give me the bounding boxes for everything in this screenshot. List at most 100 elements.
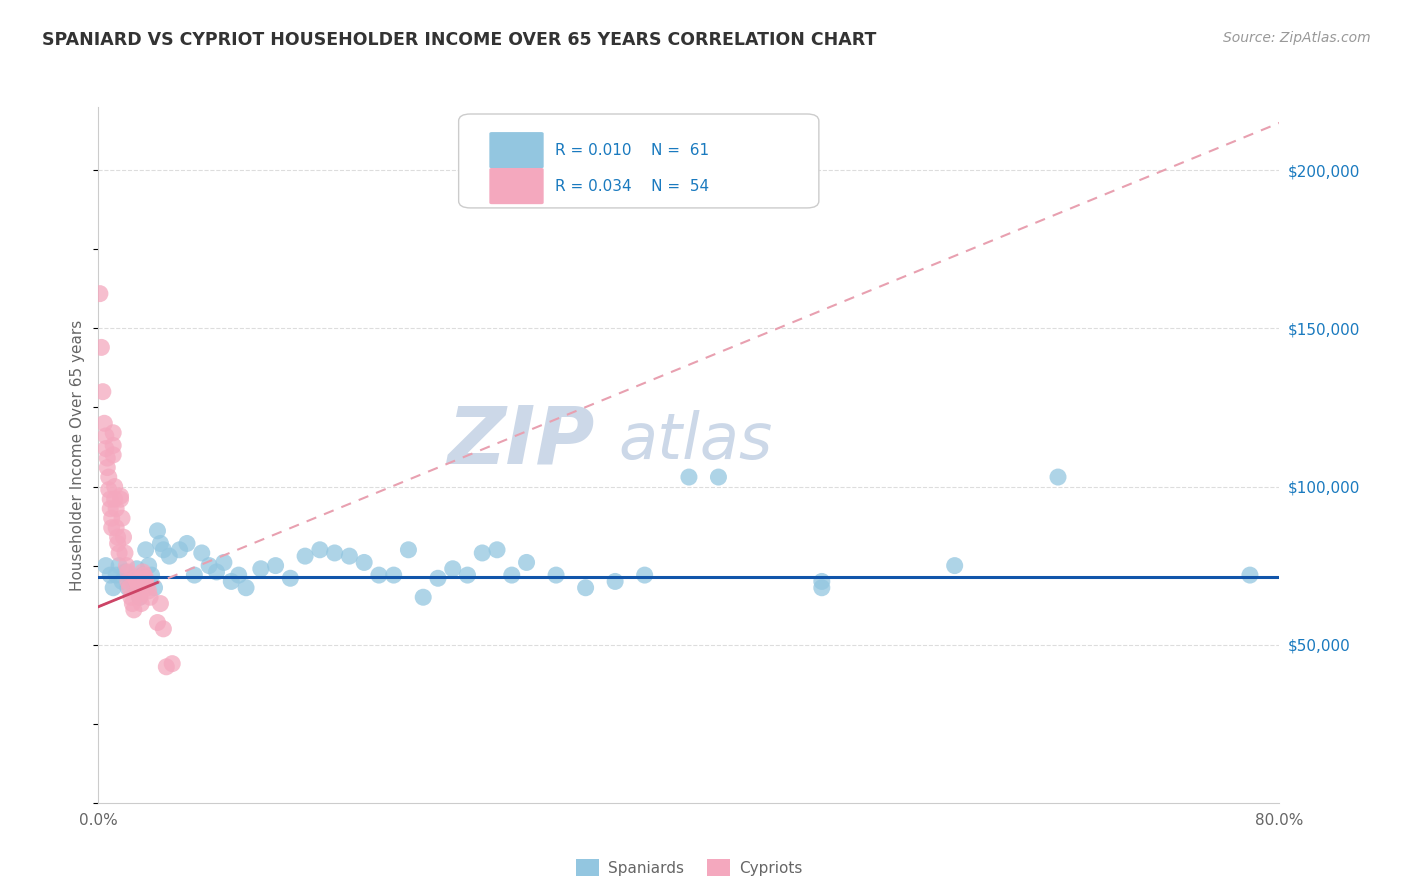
Point bbox=[323, 546, 346, 560]
Point bbox=[94, 558, 117, 573]
Point bbox=[139, 591, 162, 605]
Point bbox=[110, 492, 132, 507]
Point bbox=[605, 574, 627, 589]
Point bbox=[117, 565, 139, 579]
Point bbox=[138, 583, 160, 598]
Point bbox=[105, 568, 128, 582]
Point bbox=[152, 622, 174, 636]
Point bbox=[91, 384, 114, 399]
Point bbox=[228, 568, 250, 582]
Point bbox=[294, 549, 316, 563]
Point bbox=[132, 568, 155, 582]
Point bbox=[120, 591, 142, 605]
Point bbox=[339, 549, 360, 563]
Point bbox=[149, 536, 172, 550]
Point bbox=[121, 597, 143, 611]
Point bbox=[129, 597, 152, 611]
Point bbox=[427, 571, 450, 585]
Point bbox=[115, 558, 138, 573]
Point bbox=[141, 568, 163, 582]
Point bbox=[943, 558, 966, 573]
Point bbox=[120, 571, 142, 585]
Point bbox=[117, 574, 139, 589]
Point bbox=[515, 556, 537, 570]
Point bbox=[108, 558, 131, 573]
Point bbox=[396, 542, 419, 557]
Point bbox=[127, 581, 149, 595]
Point bbox=[128, 591, 150, 605]
Point bbox=[191, 546, 214, 560]
FancyBboxPatch shape bbox=[489, 168, 544, 204]
Point bbox=[104, 492, 127, 507]
Point bbox=[146, 615, 169, 630]
Point bbox=[707, 470, 730, 484]
Point bbox=[152, 542, 174, 557]
Point bbox=[98, 492, 121, 507]
Point bbox=[155, 660, 177, 674]
Point bbox=[103, 448, 125, 462]
Point bbox=[112, 530, 135, 544]
Point bbox=[107, 530, 129, 544]
Point bbox=[138, 558, 160, 573]
Point bbox=[103, 425, 125, 440]
Point bbox=[89, 286, 111, 301]
Point bbox=[125, 562, 148, 576]
Point bbox=[501, 568, 523, 582]
Point bbox=[546, 568, 568, 582]
Point bbox=[98, 568, 121, 582]
Point bbox=[90, 340, 112, 354]
Point bbox=[412, 591, 434, 605]
Text: SPANIARD VS CYPRIOT HOUSEHOLDER INCOME OVER 65 YEARS CORRELATION CHART: SPANIARD VS CYPRIOT HOUSEHOLDER INCOME O… bbox=[42, 31, 876, 49]
Point bbox=[157, 549, 180, 563]
Point bbox=[143, 581, 166, 595]
Point bbox=[441, 562, 464, 576]
Point bbox=[135, 542, 157, 557]
Point bbox=[368, 568, 391, 582]
Point bbox=[205, 565, 228, 579]
FancyBboxPatch shape bbox=[458, 114, 818, 208]
Point bbox=[169, 542, 191, 557]
Point bbox=[149, 597, 172, 611]
Point bbox=[219, 574, 242, 589]
Point bbox=[1046, 470, 1069, 484]
Point bbox=[810, 581, 832, 595]
Point bbox=[122, 577, 145, 591]
Point bbox=[111, 574, 134, 589]
Point bbox=[108, 546, 131, 560]
Point bbox=[94, 429, 117, 443]
Point bbox=[128, 591, 150, 605]
Text: Source: ZipAtlas.com: Source: ZipAtlas.com bbox=[1223, 31, 1371, 45]
Point bbox=[678, 470, 700, 484]
Point bbox=[104, 479, 127, 493]
Point bbox=[122, 603, 145, 617]
Point bbox=[96, 460, 118, 475]
Point bbox=[105, 521, 128, 535]
Point bbox=[471, 546, 494, 560]
Point bbox=[212, 556, 235, 570]
Point bbox=[198, 558, 221, 573]
Point bbox=[135, 571, 157, 585]
Point bbox=[1239, 568, 1261, 582]
Point bbox=[97, 483, 120, 497]
Point bbox=[353, 556, 375, 570]
Point bbox=[135, 574, 157, 589]
Point bbox=[125, 574, 148, 589]
Point bbox=[136, 581, 159, 595]
Text: ZIP: ZIP bbox=[447, 402, 595, 480]
Point bbox=[633, 568, 655, 582]
Point bbox=[264, 558, 287, 573]
Point bbox=[162, 657, 183, 671]
Point bbox=[94, 442, 117, 456]
Point bbox=[110, 489, 132, 503]
Point bbox=[97, 470, 120, 484]
Point bbox=[114, 565, 136, 579]
Point bbox=[103, 438, 125, 452]
Point bbox=[107, 536, 129, 550]
Point bbox=[100, 511, 122, 525]
Point bbox=[486, 542, 509, 557]
Y-axis label: Householder Income Over 65 years: Householder Income Over 65 years bbox=[70, 319, 86, 591]
Text: atlas: atlas bbox=[619, 410, 772, 472]
Point bbox=[124, 571, 146, 585]
Point bbox=[183, 568, 205, 582]
Point bbox=[278, 571, 302, 585]
